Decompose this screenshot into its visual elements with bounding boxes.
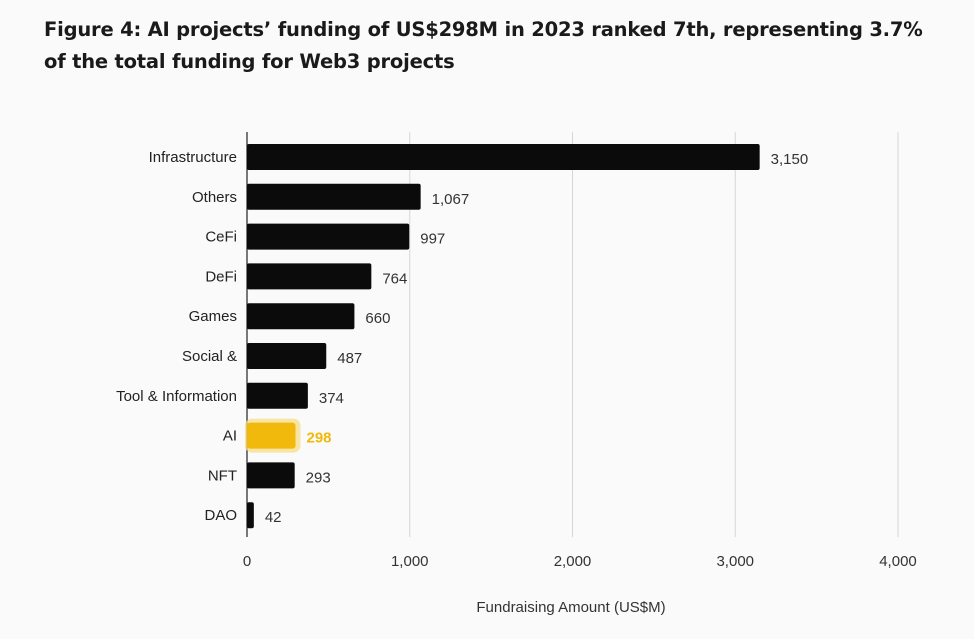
category-label: Games <box>189 308 237 325</box>
category-label: Social & <box>182 348 237 365</box>
value-label: 374 <box>319 390 344 407</box>
bars <box>245 144 760 529</box>
bar-cefi <box>247 223 410 250</box>
bar-social <box>247 343 327 369</box>
category-label: DAO <box>204 507 237 524</box>
category-label: Infrastructure <box>149 149 237 166</box>
bar-defi <box>247 263 372 290</box>
category-label: CeFi <box>205 229 237 246</box>
category-label: AI <box>223 428 237 445</box>
value-label: 42 <box>265 509 282 526</box>
bar-games <box>247 303 355 330</box>
bar-others <box>247 183 421 210</box>
value-label: 997 <box>420 231 445 248</box>
value-label: 298 <box>306 430 331 447</box>
category-label: Tool & Information <box>116 388 237 405</box>
category-label: Others <box>192 189 237 206</box>
value-label: 3,150 <box>771 151 809 168</box>
chart-title: Figure 4: AI projects’ funding of US$298… <box>44 18 923 73</box>
bar-nft <box>247 462 295 489</box>
category-label: DeFi <box>205 268 237 285</box>
x-tick-label: 0 <box>243 553 251 570</box>
value-label: 660 <box>365 310 390 327</box>
bar-infrastructure <box>247 144 760 170</box>
value-label: 1,067 <box>432 191 470 208</box>
x-tick-label: 4,000 <box>879 553 917 570</box>
value-label: 764 <box>382 270 407 287</box>
bar-ai <box>247 422 296 449</box>
labels: 0 1,000 2,000 3,000 4,000 Infrastructure 3,150… <box>116 149 917 570</box>
value-label: 487 <box>337 350 362 367</box>
x-axis-title: Fundraising Amount (US$M) <box>476 599 665 616</box>
value-label: 293 <box>306 469 331 486</box>
x-tick-label: 1,000 <box>391 553 429 570</box>
bar-tool-information <box>247 382 308 409</box>
category-label: NFT <box>208 467 237 484</box>
x-tick-label: 2,000 <box>554 553 592 570</box>
bar-dao <box>247 502 254 529</box>
x-tick-label: 3,000 <box>716 553 754 570</box>
